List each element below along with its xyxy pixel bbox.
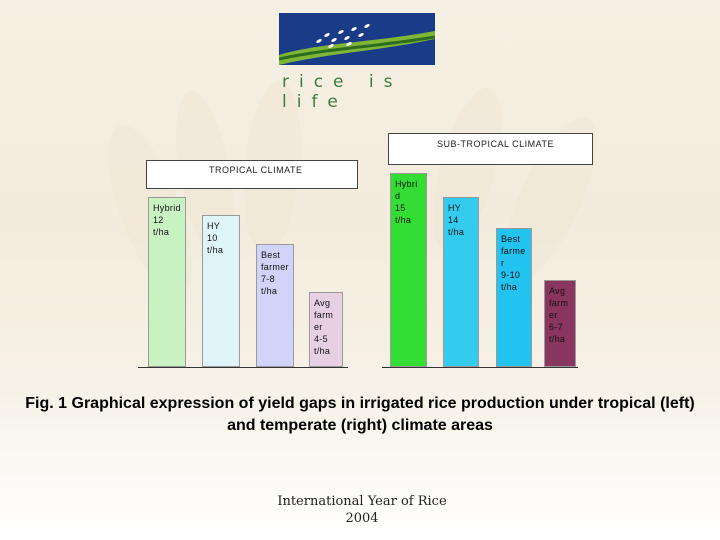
subtropical-bar-hy: HY 14 t/ha [443,197,479,367]
subtropical-climate-label: SUB-TROPICAL CLIMATE [388,133,593,165]
logo-tagline: rice is life [282,72,403,112]
subtropical-bar-hybrid: Hybri d 15 t/ha [390,173,427,367]
footer-text: International Year of Rice 2004 [277,494,447,526]
tropical-bar-hybrid: Hybrid 12 t/ha [148,197,186,367]
tropical-bar-avg-farmer-label: Avg farm er 4-5 t/ha [314,298,334,356]
tropical-bar-hy-label: HY 10 t/ha [207,221,224,255]
tropical-climate-label: TROPICAL CLIMATE [146,160,358,189]
tropical-bar-hybrid-label: Hybrid 12 t/ha [153,203,181,237]
rice-is-life-logo [279,13,435,65]
tropical-bar-best-farmer: Best farmer 7-8 t/ha [256,244,294,367]
tropical-bar-hy: HY 10 t/ha [202,215,240,367]
tropical-bar-best-farmer-label: Best farmer 7-8 t/ha [261,250,289,296]
subtropical-bar-best-farmer: Best farme r 9-10 t/ha [496,228,532,367]
subtropical-bar-hy-label: HY 14 t/ha [448,203,465,237]
figure-caption: Fig. 1 Graphical expression of yield gap… [25,395,695,434]
subtropical-bar-avg-farmer-label: Avg farm er 6-7 t/ha [549,286,569,344]
tropical-baseline [138,367,348,368]
subtropical-bar-avg-farmer: Avg farm er 6-7 t/ha [544,280,576,367]
subtropical-bar-hybrid-label: Hybri d 15 t/ha [395,179,418,225]
rice-grains-icon [279,13,435,65]
tropical-bar-avg-farmer: Avg farm er 4-5 t/ha [309,292,343,367]
subtropical-bar-best-farmer-label: Best farme r 9-10 t/ha [501,234,526,292]
subtropical-baseline [382,367,578,368]
